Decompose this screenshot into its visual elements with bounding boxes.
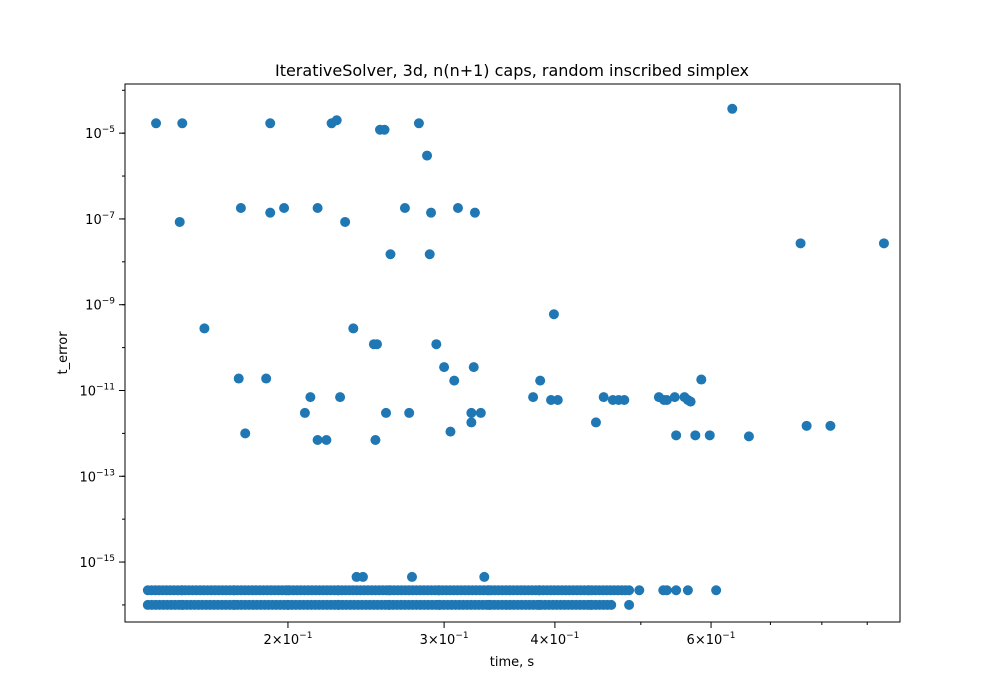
data-point [466, 407, 477, 418]
data-point [598, 392, 609, 403]
data-point [265, 118, 276, 129]
data-point [235, 202, 246, 213]
data-point [151, 118, 162, 129]
data-point [661, 395, 672, 405]
data-point [406, 571, 417, 582]
data-point [671, 585, 682, 596]
data-point [229, 585, 240, 596]
data-point [727, 103, 738, 114]
data-point [801, 420, 812, 431]
data-point [469, 207, 480, 218]
data-point [624, 599, 635, 610]
data-point [528, 392, 539, 403]
data-point [685, 396, 696, 407]
data-point [878, 238, 889, 249]
data-point [671, 430, 682, 441]
data-point [379, 124, 390, 135]
data-point [282, 599, 293, 610]
data-point [552, 395, 563, 405]
data-point [535, 375, 546, 386]
data-point [233, 373, 244, 384]
data-point [371, 339, 382, 350]
data-point [335, 392, 346, 403]
data-point [177, 599, 188, 610]
data-point [696, 374, 707, 385]
data-point [682, 585, 693, 596]
data-point [704, 430, 715, 441]
data-point [433, 585, 444, 596]
data-point [199, 323, 210, 334]
data-point [177, 118, 188, 129]
data-point [305, 392, 316, 403]
data-point [548, 309, 559, 320]
data-point [431, 339, 442, 350]
data-point [383, 599, 394, 610]
data-point [426, 207, 437, 218]
data-point [229, 599, 240, 610]
data-point [383, 585, 394, 596]
data-point [331, 115, 342, 126]
data-point [583, 585, 594, 596]
data-point [370, 435, 381, 446]
data-point [590, 417, 601, 428]
data-point [634, 585, 645, 596]
data-point [439, 362, 450, 373]
data-point [422, 150, 433, 161]
data-point [312, 435, 323, 446]
data-point [321, 435, 332, 446]
data-point [174, 216, 185, 227]
data-point [483, 599, 494, 610]
data-point [468, 362, 479, 373]
data-point [424, 249, 435, 260]
data-point [385, 249, 396, 260]
data-point [534, 585, 545, 596]
data-point [399, 202, 410, 213]
data-point [795, 238, 806, 249]
data-point [534, 599, 545, 610]
data-point [348, 323, 359, 334]
data-point [669, 392, 680, 403]
data-point [624, 585, 635, 596]
data-point [606, 599, 617, 610]
data-point [357, 571, 368, 582]
data-point [743, 431, 754, 442]
data-point [661, 585, 672, 596]
data-point [619, 395, 630, 405]
plot-area-frame [124, 83, 901, 623]
data-point [479, 571, 490, 582]
data-point [690, 430, 701, 441]
data-point [333, 585, 344, 596]
data-point [333, 599, 344, 610]
x-axis-label: time, s [490, 655, 535, 670]
data-point [483, 585, 494, 596]
chart-title: IterativeSolver, 3d, n(n+1) caps, random… [275, 61, 749, 80]
data-point [404, 407, 415, 418]
data-point [466, 417, 477, 428]
data-point [381, 407, 392, 418]
data-point [445, 426, 456, 437]
data-point [299, 407, 310, 418]
data-point [240, 428, 251, 439]
y-axis-label: t_error [56, 331, 71, 375]
data-point [265, 207, 276, 218]
data-point [177, 585, 188, 596]
data-point [312, 202, 323, 213]
data-point [413, 118, 424, 129]
data-point [585, 599, 596, 610]
data-point [282, 585, 293, 596]
data-point [261, 373, 272, 384]
data-point [475, 407, 486, 418]
data-point [279, 202, 290, 213]
data-point [433, 599, 444, 610]
data-point [825, 420, 836, 431]
data-point [449, 375, 460, 386]
data-point [711, 585, 722, 596]
data-points [142, 103, 889, 610]
data-point [452, 202, 463, 213]
data-point [340, 216, 351, 227]
